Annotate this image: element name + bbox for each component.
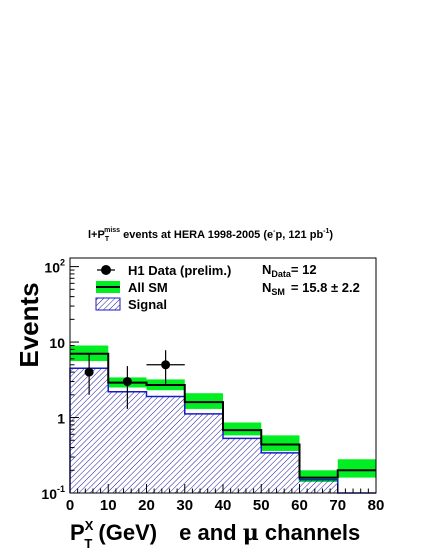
- n-data-stat: NData= 12: [262, 262, 317, 279]
- legend-signal-swatch: [95, 297, 121, 311]
- x-tick-label: 70: [329, 497, 346, 514]
- x-tick-label: 50: [253, 497, 270, 514]
- x-tick-label: 30: [176, 497, 193, 514]
- axis-ticks: 0 10 20 30 40 50 60 70 80 10-1 1 10 102: [41, 258, 384, 514]
- x-tick-label: 80: [368, 497, 385, 514]
- y-tick-label: 10-1: [41, 484, 65, 502]
- sm-band-bin: [337, 459, 376, 478]
- y-tick-label: 1: [57, 411, 65, 427]
- y-tick-label: 10: [49, 335, 65, 351]
- legend-sm-label: All SM: [128, 280, 168, 295]
- sm-band-bin: [184, 393, 223, 409]
- chart-title: l+PTmiss events at HERA 1998-2005 (e-p, …: [88, 227, 333, 243]
- signal-bin: [299, 479, 338, 493]
- x-tick-label: 10: [100, 497, 117, 514]
- data-points: [84, 350, 185, 409]
- x-tick-label: 40: [215, 497, 232, 514]
- legend-sm-entry: All SM: [96, 280, 168, 295]
- y-tick-label: 102: [44, 258, 65, 276]
- sm-band-bin: [299, 470, 338, 482]
- legend-signal-entry: Signal: [95, 297, 167, 312]
- sm-band-bin: [223, 422, 262, 436]
- legend-data-label: H1 Data (prelim.): [128, 263, 231, 278]
- signal-bin: [261, 452, 300, 493]
- data-point: [84, 367, 94, 377]
- legend-data-marker: [101, 265, 111, 275]
- x-tick-label: 0: [66, 497, 74, 514]
- data-point: [122, 377, 132, 387]
- x-tick-label: 60: [291, 497, 308, 514]
- signal-bin: [184, 413, 223, 493]
- x-tick-label: 20: [138, 497, 155, 514]
- legend-signal-label: Signal: [128, 297, 167, 312]
- legend: H1 Data (prelim.) All SM Signal: [95, 263, 231, 312]
- signal-bin: [223, 438, 262, 493]
- x-axis-label: PX T (GeV) e and μ channels: [70, 518, 360, 551]
- y-axis-label: Events: [14, 282, 44, 367]
- data-point: [161, 360, 171, 370]
- sm-band-bin: [261, 435, 300, 452]
- legend-data-entry: H1 Data (prelim.): [97, 263, 231, 278]
- n-sm-stat: NSM = 15.8 ± 2.2: [262, 280, 360, 297]
- signal-bin: [146, 396, 185, 493]
